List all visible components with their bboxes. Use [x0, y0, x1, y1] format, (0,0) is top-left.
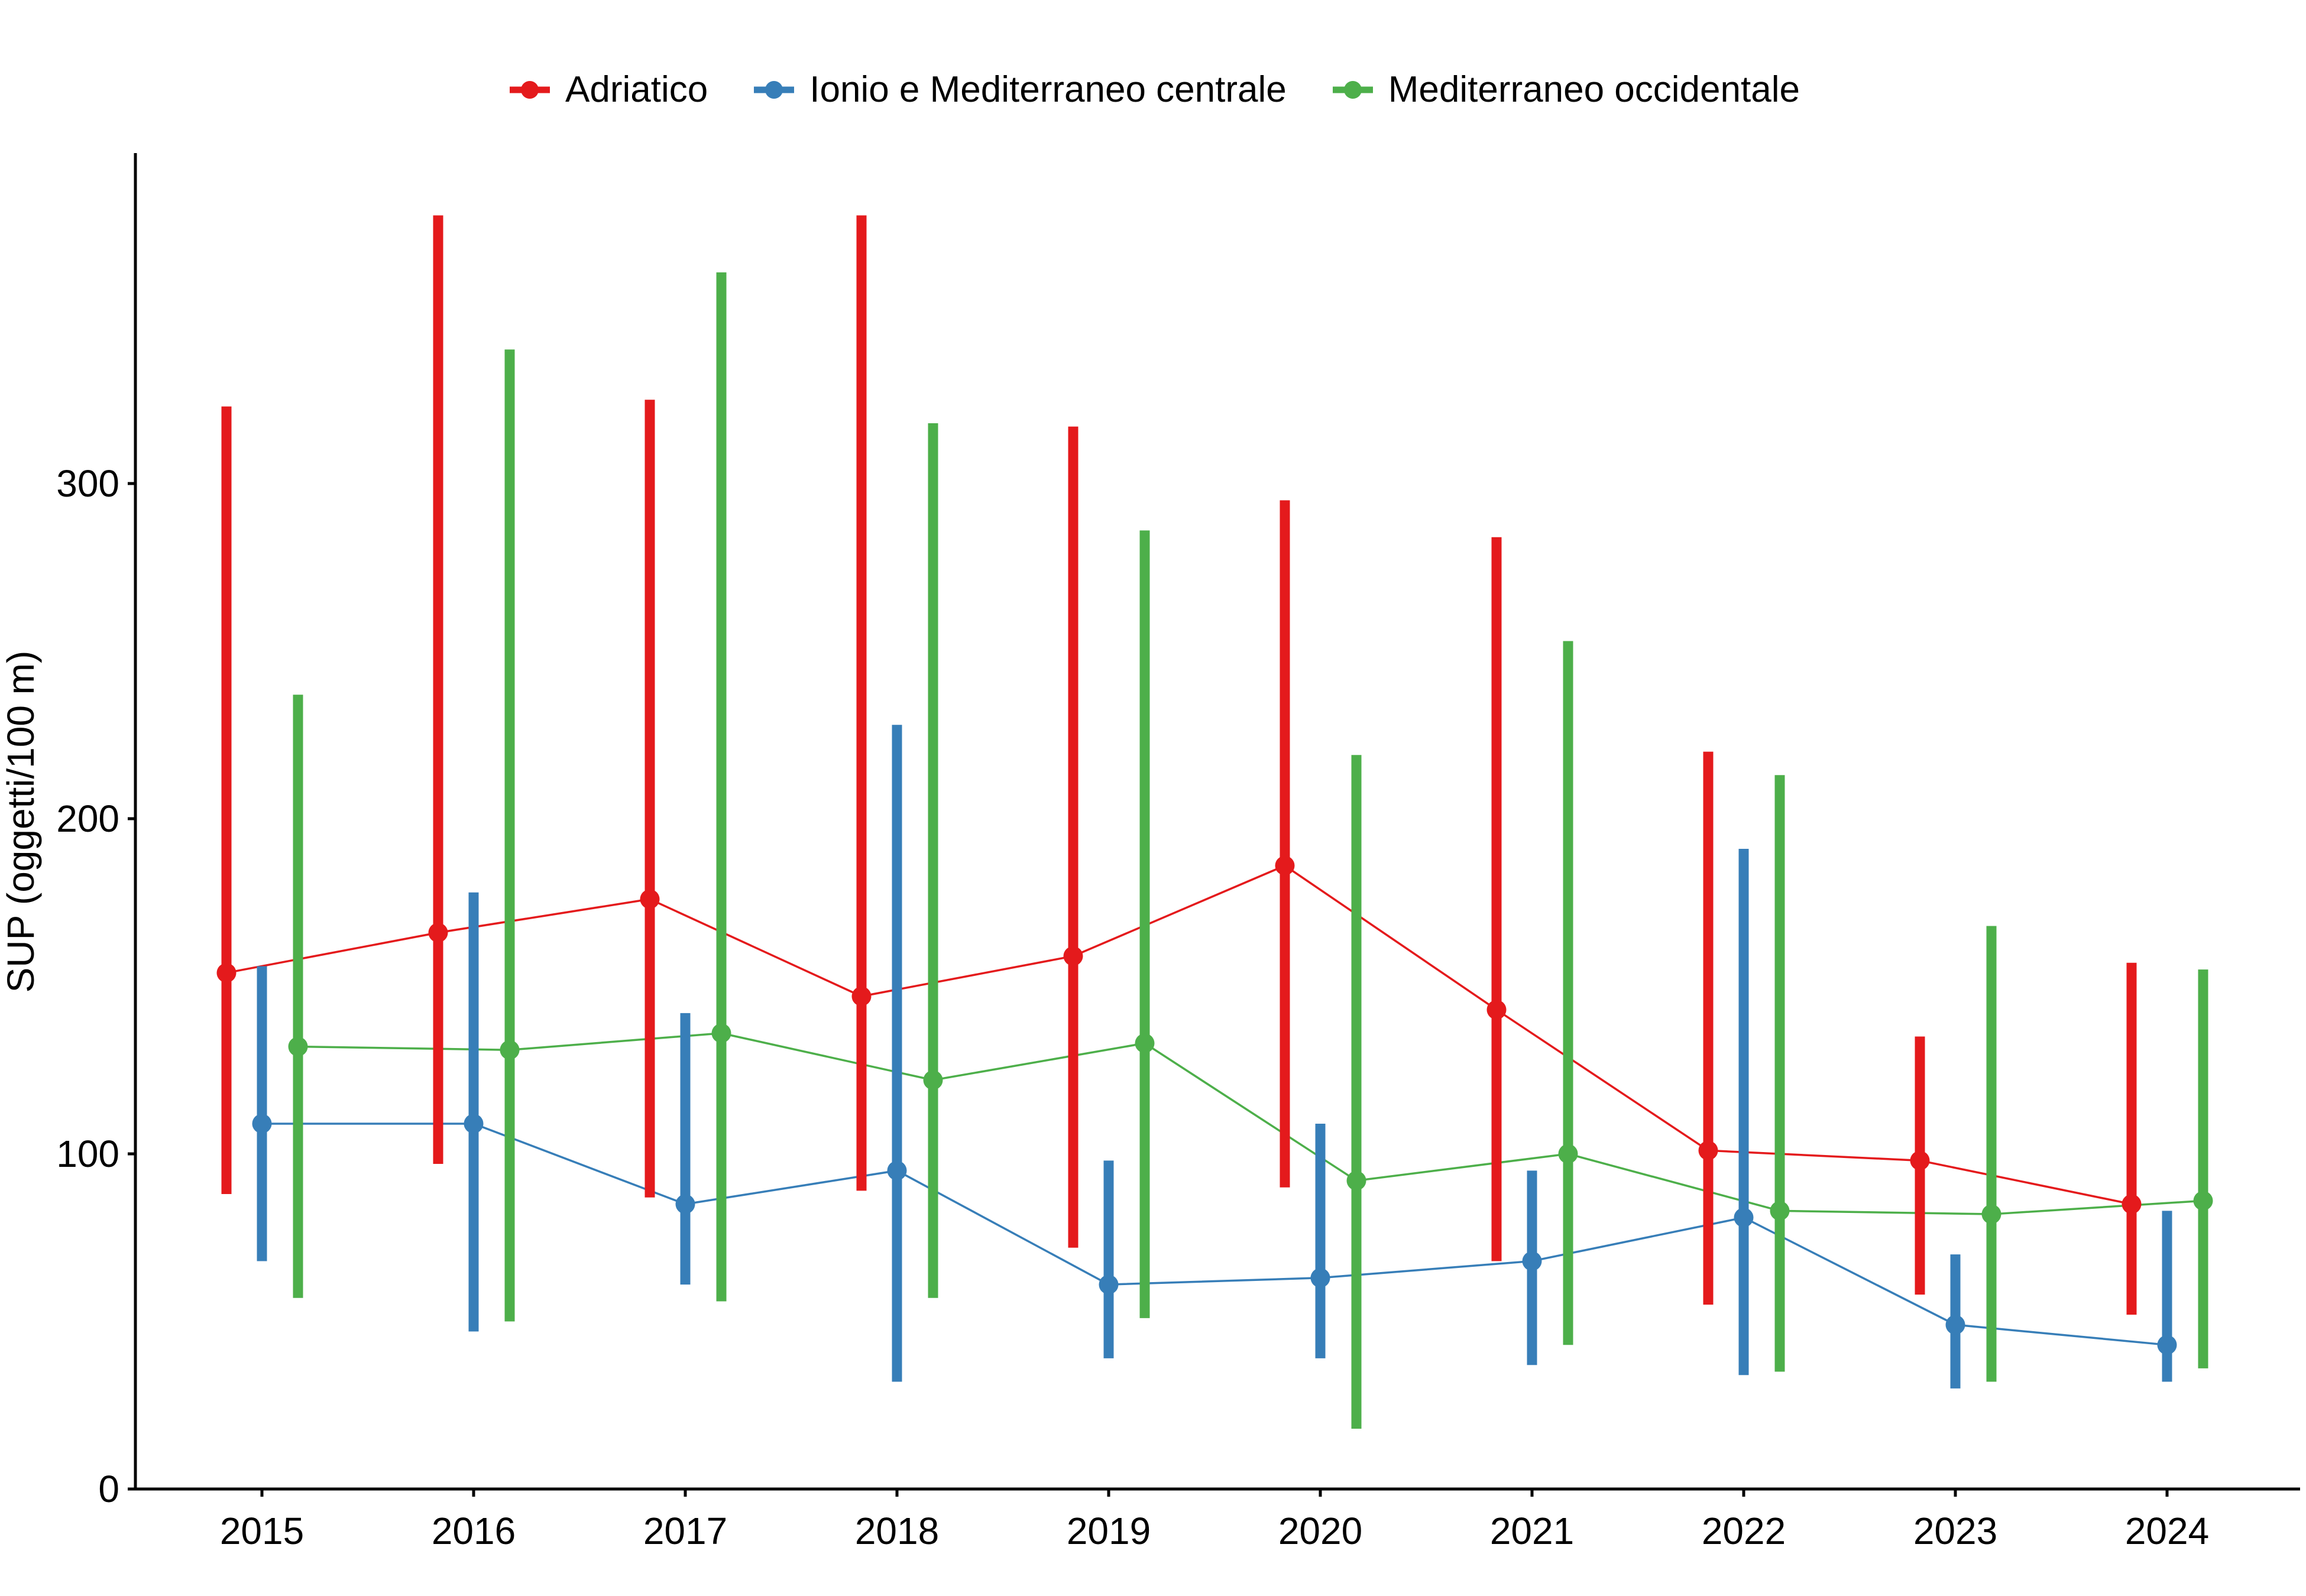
x-tick-label: 2018 [855, 1510, 939, 1552]
x-tick-label: 2023 [1913, 1510, 1997, 1552]
legend-item-1: Ionio e Mediterraneo centrale [750, 69, 1287, 111]
point-2-2021 [1558, 1144, 1578, 1164]
point-0-2015 [216, 963, 237, 983]
legend-label: Ionio e Mediterraneo centrale [809, 69, 1287, 110]
x-tick-label: 2016 [432, 1510, 516, 1552]
point-1-2017 [675, 1194, 695, 1214]
legend-item-2: Mediterraneo occidentale [1329, 69, 1800, 111]
x-tick-label: 2024 [2125, 1510, 2209, 1552]
point-2-2018 [923, 1070, 943, 1090]
point-1-2020 [1310, 1268, 1330, 1288]
point-1-2015 [252, 1114, 272, 1134]
point-1-2019 [1099, 1274, 1119, 1295]
point-0-2022 [1698, 1140, 1718, 1160]
point-2-2022 [1770, 1201, 1790, 1221]
legend-item-0: Adriatico [506, 69, 708, 111]
legend: Adriatico Ionio e Mediterraneo centrale Me… [0, 69, 2306, 111]
line-0 [226, 864, 2132, 1205]
point-2-2019 [1135, 1033, 1155, 1053]
y-tick-label: 100 [56, 1133, 119, 1175]
point-0-2017 [640, 889, 660, 909]
point-1-2016 [464, 1114, 484, 1134]
point-1-2024 [2157, 1335, 2177, 1355]
point-1-2021 [1522, 1251, 1542, 1271]
point-1-2022 [1734, 1208, 1754, 1228]
point-0-2024 [2122, 1194, 2142, 1214]
x-tick-label: 2021 [1490, 1510, 1574, 1552]
point-2-2017 [711, 1023, 731, 1043]
x-tick-label: 2017 [643, 1510, 727, 1552]
legend-label: Adriatico [565, 69, 708, 110]
point-2-2020 [1346, 1170, 1366, 1190]
point-0-2023 [1910, 1150, 1930, 1170]
legend-pointrange-icon [510, 80, 550, 99]
point-1-2023 [1945, 1315, 1965, 1335]
y-tick-label: 200 [56, 797, 119, 840]
x-tick-label: 2015 [220, 1510, 304, 1552]
legend-label: Mediterraneo occidentale [1388, 69, 1800, 110]
y-tick-label: 0 [98, 1468, 119, 1510]
point-2-2015 [288, 1037, 308, 1057]
point-0-2021 [1486, 1000, 1507, 1020]
point-0-2016 [428, 923, 448, 943]
point-2-2024 [2193, 1190, 2213, 1211]
legend-pointrange-icon [754, 80, 795, 99]
y-axis-title: SUP (oggetti/100 m) [0, 651, 42, 993]
point-1-2018 [887, 1160, 907, 1180]
x-tick-label: 2020 [1278, 1510, 1362, 1552]
point-0-2020 [1275, 855, 1295, 875]
line-2 [297, 1032, 2204, 1215]
legend-pointrange-icon [1332, 80, 1373, 99]
line-1 [262, 1123, 2168, 1346]
x-tick-label: 2019 [1067, 1510, 1151, 1552]
point-2-2023 [1981, 1204, 2001, 1224]
point-0-2019 [1063, 946, 1083, 966]
y-tick-label: 300 [56, 462, 119, 505]
x-tick-label: 2022 [1702, 1510, 1786, 1552]
point-0-2018 [851, 987, 872, 1007]
point-2-2016 [500, 1040, 520, 1060]
